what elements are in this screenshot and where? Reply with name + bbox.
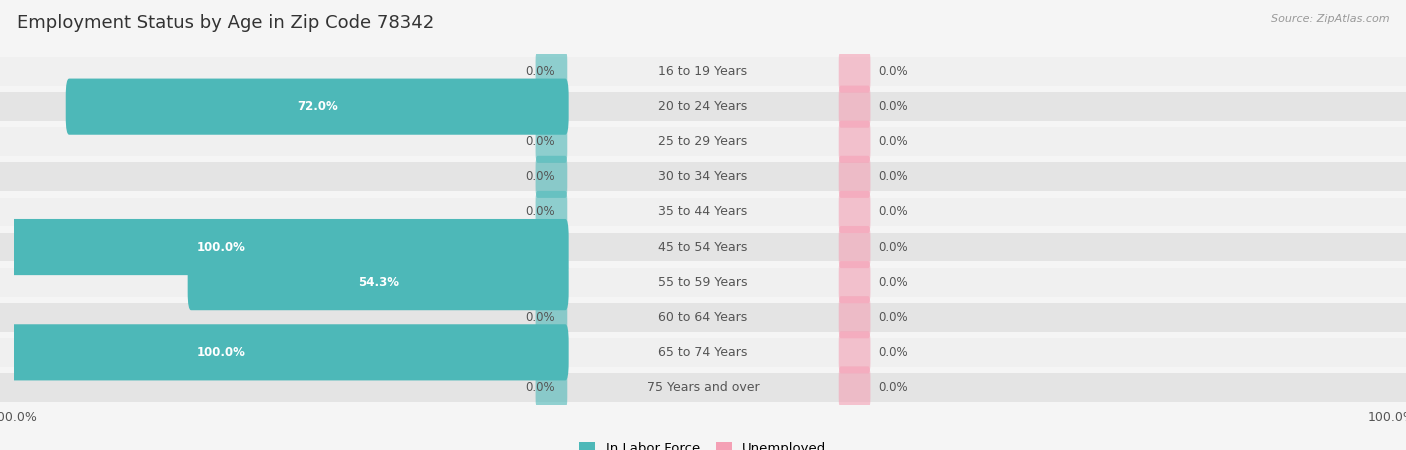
FancyBboxPatch shape (536, 50, 567, 93)
Text: 30 to 34 Years: 30 to 34 Years (658, 171, 748, 183)
Text: 72.0%: 72.0% (297, 100, 337, 113)
Text: 54.3%: 54.3% (357, 276, 399, 288)
Bar (0, 268, 1406, 297)
FancyBboxPatch shape (839, 331, 870, 374)
FancyBboxPatch shape (839, 296, 870, 338)
Bar (0, 198, 1406, 226)
Text: 0.0%: 0.0% (879, 100, 908, 113)
Text: 0.0%: 0.0% (526, 381, 555, 394)
Text: 0.0%: 0.0% (526, 206, 555, 218)
Text: 0.0%: 0.0% (879, 135, 908, 148)
Text: 45 to 54 Years: 45 to 54 Years (658, 241, 748, 253)
Bar (0, 338, 1406, 367)
Text: 25 to 29 Years: 25 to 29 Years (658, 135, 748, 148)
Text: 55 to 59 Years: 55 to 59 Years (658, 276, 748, 288)
FancyBboxPatch shape (536, 296, 567, 338)
Text: 0.0%: 0.0% (526, 171, 555, 183)
FancyBboxPatch shape (839, 261, 870, 303)
Text: 0.0%: 0.0% (526, 135, 555, 148)
Text: Employment Status by Age in Zip Code 78342: Employment Status by Age in Zip Code 783… (17, 14, 434, 32)
Bar (0, 162, 1406, 191)
Text: 0.0%: 0.0% (879, 276, 908, 288)
Text: 0.0%: 0.0% (526, 311, 555, 324)
FancyBboxPatch shape (0, 219, 568, 275)
FancyBboxPatch shape (839, 50, 870, 93)
Text: 20 to 24 Years: 20 to 24 Years (658, 100, 748, 113)
Text: 0.0%: 0.0% (526, 65, 555, 78)
Text: 0.0%: 0.0% (879, 381, 908, 394)
FancyBboxPatch shape (536, 121, 567, 163)
FancyBboxPatch shape (839, 366, 870, 409)
FancyBboxPatch shape (839, 156, 870, 198)
Bar (0, 127, 1406, 156)
Legend: In Labor Force, Unemployed: In Labor Force, Unemployed (572, 435, 834, 450)
FancyBboxPatch shape (536, 366, 567, 409)
Text: 0.0%: 0.0% (879, 311, 908, 324)
FancyBboxPatch shape (66, 79, 568, 135)
Text: Source: ZipAtlas.com: Source: ZipAtlas.com (1271, 14, 1389, 23)
Text: 100.0%: 100.0% (197, 346, 245, 359)
Bar (0, 57, 1406, 86)
Text: 100.0%: 100.0% (197, 241, 245, 253)
Text: 0.0%: 0.0% (879, 241, 908, 253)
Text: 0.0%: 0.0% (879, 65, 908, 78)
FancyBboxPatch shape (839, 191, 870, 233)
Text: 16 to 19 Years: 16 to 19 Years (658, 65, 748, 78)
FancyBboxPatch shape (0, 324, 568, 380)
FancyBboxPatch shape (839, 226, 870, 268)
Text: 65 to 74 Years: 65 to 74 Years (658, 346, 748, 359)
FancyBboxPatch shape (839, 86, 870, 128)
Bar (0, 373, 1406, 402)
FancyBboxPatch shape (187, 254, 568, 310)
Text: 60 to 64 Years: 60 to 64 Years (658, 311, 748, 324)
FancyBboxPatch shape (536, 191, 567, 233)
Text: 0.0%: 0.0% (879, 206, 908, 218)
Text: 0.0%: 0.0% (879, 171, 908, 183)
FancyBboxPatch shape (536, 156, 567, 198)
Bar (0, 92, 1406, 121)
Text: 35 to 44 Years: 35 to 44 Years (658, 206, 748, 218)
Bar (0, 233, 1406, 261)
FancyBboxPatch shape (839, 121, 870, 163)
Text: 0.0%: 0.0% (879, 346, 908, 359)
Text: 75 Years and over: 75 Years and over (647, 381, 759, 394)
Bar (0, 303, 1406, 332)
